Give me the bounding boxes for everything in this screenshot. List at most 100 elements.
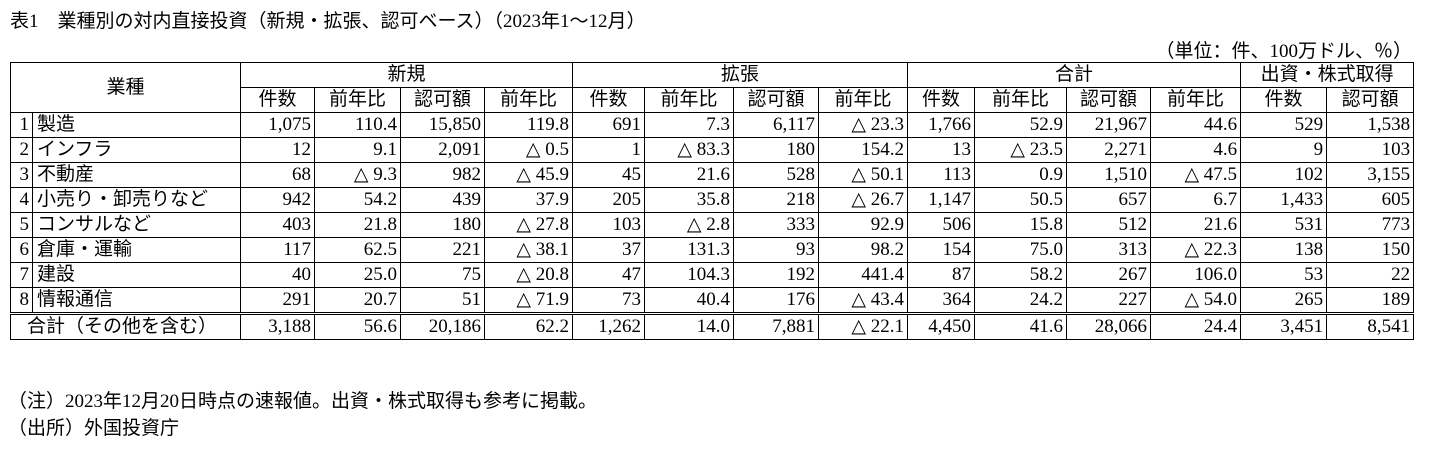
column-header: 件数 bbox=[572, 87, 646, 113]
cell: 531 bbox=[1240, 212, 1328, 238]
cell: 4.6 bbox=[1150, 137, 1242, 163]
cell: 15.8 bbox=[974, 212, 1068, 238]
group-header: 出資・株式取得 bbox=[1240, 62, 1415, 88]
corner-header: 業種 bbox=[9, 62, 242, 113]
cell: △ 22.3 bbox=[1150, 237, 1242, 263]
total-cell: △ 22.1 bbox=[818, 312, 909, 340]
cell: 313 bbox=[1066, 237, 1152, 263]
cell: △ 50.1 bbox=[818, 162, 909, 188]
group-header: 合計 bbox=[907, 62, 1242, 88]
cell: 9.1 bbox=[314, 137, 402, 163]
cell: 9 bbox=[1240, 137, 1328, 163]
group-header: 拡張 bbox=[572, 62, 909, 88]
cell: 98.2 bbox=[818, 237, 909, 263]
cell: 154.2 bbox=[818, 137, 909, 163]
cell: 45 bbox=[572, 162, 646, 188]
cell: 58.2 bbox=[974, 262, 1068, 288]
industry-name: 製造 bbox=[31, 112, 242, 138]
cell: 657 bbox=[1066, 187, 1152, 213]
cell: 180 bbox=[733, 137, 820, 163]
cell: 176 bbox=[733, 287, 820, 314]
cell: 0.9 bbox=[974, 162, 1068, 188]
cell: 37 bbox=[572, 237, 646, 263]
cell: 52.9 bbox=[974, 112, 1068, 138]
data-row: 4 小売り・卸売りなど 942 54.2 439 37.9 205 35.8 218 △ 26.7… bbox=[10, 187, 1415, 213]
cell: 50.5 bbox=[974, 187, 1068, 213]
data-row: 7 建設 40 25.0 75 △ 20.8 47 104.3 192 441.4 87 58.2 26… bbox=[10, 262, 1415, 288]
cell: 51 bbox=[400, 287, 486, 314]
row-number: 3 bbox=[10, 162, 33, 188]
cell: 1,510 bbox=[1066, 162, 1152, 188]
header-row: 業種 新規 拡張 合計 出資・株式取得 bbox=[9, 62, 1415, 113]
cell: △ 83.3 bbox=[644, 137, 735, 163]
data-row: 5 コンサルなど 403 21.8 180 △ 27.8 103 △ 2.8 333 92.9 50… bbox=[10, 212, 1415, 238]
industry-name: コンサルなど bbox=[31, 212, 242, 238]
total-cell: 41.6 bbox=[974, 312, 1068, 340]
total-cell: 8,541 bbox=[1326, 312, 1415, 340]
cell: 2,271 bbox=[1066, 137, 1152, 163]
column-header: 件数 bbox=[907, 87, 976, 113]
cell: 22 bbox=[1326, 262, 1415, 288]
cell: △ 38.1 bbox=[484, 237, 574, 263]
cell: 25.0 bbox=[314, 262, 402, 288]
cell: 192 bbox=[733, 262, 820, 288]
cell: 138 bbox=[1240, 237, 1328, 263]
cell: 529 bbox=[1240, 112, 1328, 138]
column-header: 前年比 bbox=[818, 87, 909, 113]
cell: 103 bbox=[1326, 137, 1415, 163]
cell: 102 bbox=[1240, 162, 1328, 188]
column-header: 認可額 bbox=[400, 87, 486, 113]
cell: 1,433 bbox=[1240, 187, 1328, 213]
group-header: 新規 bbox=[240, 62, 574, 88]
cell: 54.2 bbox=[314, 187, 402, 213]
cell: △ 47.5 bbox=[1150, 162, 1242, 188]
cell: 267 bbox=[1066, 262, 1152, 288]
data-row: 2 インフラ 12 9.1 2,091 △ 0.5 1 △ 83.3 180 154.2 13 △ 2… bbox=[10, 137, 1415, 163]
cell: 189 bbox=[1326, 287, 1415, 314]
column-header: 件数 bbox=[1240, 87, 1328, 113]
cell: 35.8 bbox=[644, 187, 735, 213]
cell: 93 bbox=[733, 237, 820, 263]
total-cell: 24.4 bbox=[1150, 312, 1242, 340]
cell: 15,850 bbox=[400, 112, 486, 138]
total-cell: 28,066 bbox=[1066, 312, 1152, 340]
cell: 12 bbox=[240, 137, 316, 163]
cell: 1,538 bbox=[1326, 112, 1415, 138]
total-cell: 14.0 bbox=[644, 312, 735, 340]
total-cell: 20,186 bbox=[400, 312, 486, 340]
total-row: 合計（その他を含む） 3,188 56.6 20,186 62.2 1,262 14.0 7,… bbox=[9, 312, 1415, 340]
row-number: 7 bbox=[10, 262, 33, 288]
cell: 154 bbox=[907, 237, 976, 263]
cell: 773 bbox=[1326, 212, 1415, 238]
cell: 227 bbox=[1066, 287, 1152, 314]
cell: 21.6 bbox=[644, 162, 735, 188]
cell: 73 bbox=[572, 287, 646, 314]
cell: 441.4 bbox=[818, 262, 909, 288]
cell: 291 bbox=[240, 287, 316, 314]
cell: 1 bbox=[572, 137, 646, 163]
cell: 221 bbox=[400, 237, 486, 263]
cell: △ 45.9 bbox=[484, 162, 574, 188]
column-header: 前年比 bbox=[484, 87, 574, 113]
cell: 87 bbox=[907, 262, 976, 288]
industry-name: 情報通信 bbox=[31, 287, 242, 314]
cell: 47 bbox=[572, 262, 646, 288]
cell: 1,766 bbox=[907, 112, 976, 138]
total-cell: 1,262 bbox=[572, 312, 646, 340]
cell: △ 20.8 bbox=[484, 262, 574, 288]
cell: 24.2 bbox=[974, 287, 1068, 314]
cell: 37.9 bbox=[484, 187, 574, 213]
row-number: 2 bbox=[10, 137, 33, 163]
cell: 6,117 bbox=[733, 112, 820, 138]
cell: 2,091 bbox=[400, 137, 486, 163]
cell: 265 bbox=[1240, 287, 1328, 314]
cell: △ 71.9 bbox=[484, 287, 574, 314]
data-row: 8 情報通信 291 20.7 51 △ 71.9 73 40.4 176 △ 43.4 364 24… bbox=[10, 287, 1415, 314]
table-title: 表1 業種別の対内直接投資（新規・拡張、認可ベース）（2023年1～12月） bbox=[10, 11, 646, 32]
column-header: 前年比 bbox=[314, 87, 402, 113]
cell: △ 26.7 bbox=[818, 187, 909, 213]
cell: 40 bbox=[240, 262, 316, 288]
column-header: 認可額 bbox=[733, 87, 820, 113]
cell: 62.5 bbox=[314, 237, 402, 263]
cell: 364 bbox=[907, 287, 976, 314]
